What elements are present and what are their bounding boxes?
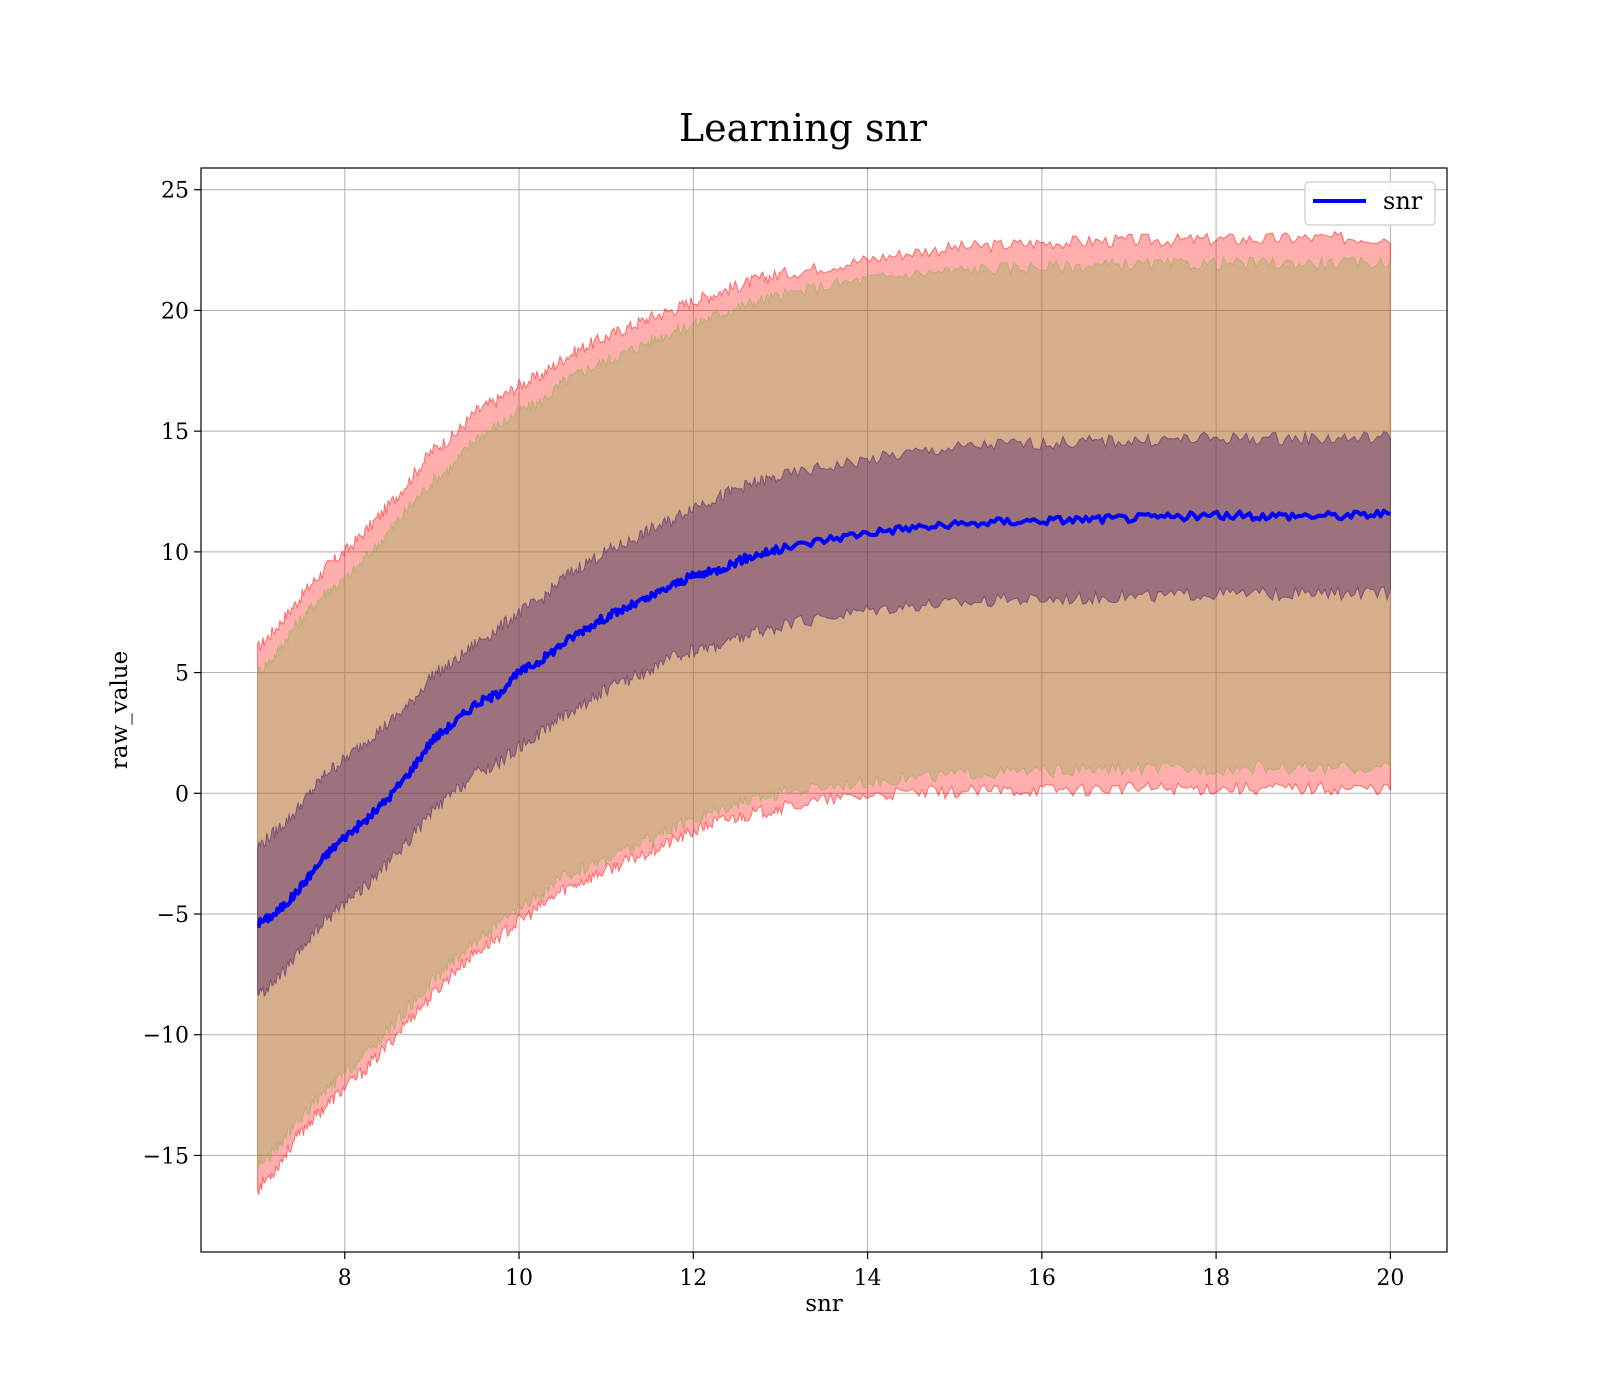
plot-area	[200, 167, 1448, 1253]
y-axis-label: raw_value	[107, 651, 133, 769]
y-tick-label: −5	[157, 903, 189, 928]
y-tick-label: −15	[143, 1144, 189, 1169]
x-tick-label: 14	[854, 1266, 882, 1291]
x-axis-label: snr	[805, 1291, 843, 1317]
plot-background	[201, 168, 1447, 1252]
x-tick-label: 12	[679, 1266, 707, 1291]
confidence-band-2	[257, 255, 1391, 1169]
y-tick-label: 15	[161, 420, 189, 445]
x-tick-label: 16	[1028, 1266, 1056, 1291]
y-axis-ticks: −15 −10 −5 0 5 10 15 20 25	[143, 179, 201, 1169]
bands	[257, 230, 1391, 1196]
x-tick-label: 10	[505, 1266, 533, 1291]
y-tick-label: 5	[175, 662, 189, 687]
y-tick-label: 20	[161, 299, 189, 324]
confidence-band-3	[257, 430, 1391, 998]
confidence-band-1	[257, 230, 1391, 1196]
legend-entry-snr: snr	[1383, 187, 1423, 215]
x-axis-ticks: 8 10 12 14 16 18 20	[338, 1252, 1404, 1291]
x-tick-label: 8	[338, 1266, 352, 1291]
series-line-snr	[256, 508, 1391, 928]
chart-title: Learning snr	[679, 106, 928, 150]
y-tick-label: 0	[175, 782, 189, 807]
legend: snr	[1304, 181, 1436, 226]
x-tick-label: 18	[1202, 1266, 1230, 1291]
y-tick-label: 10	[161, 541, 189, 566]
y-tick-label: 25	[161, 179, 189, 204]
plot-frame	[200, 167, 1448, 1253]
x-tick-label: 20	[1376, 1266, 1404, 1291]
y-tick-label: −10	[143, 1024, 189, 1049]
legend-frame	[1304, 181, 1436, 226]
series-lines	[256, 508, 1391, 928]
